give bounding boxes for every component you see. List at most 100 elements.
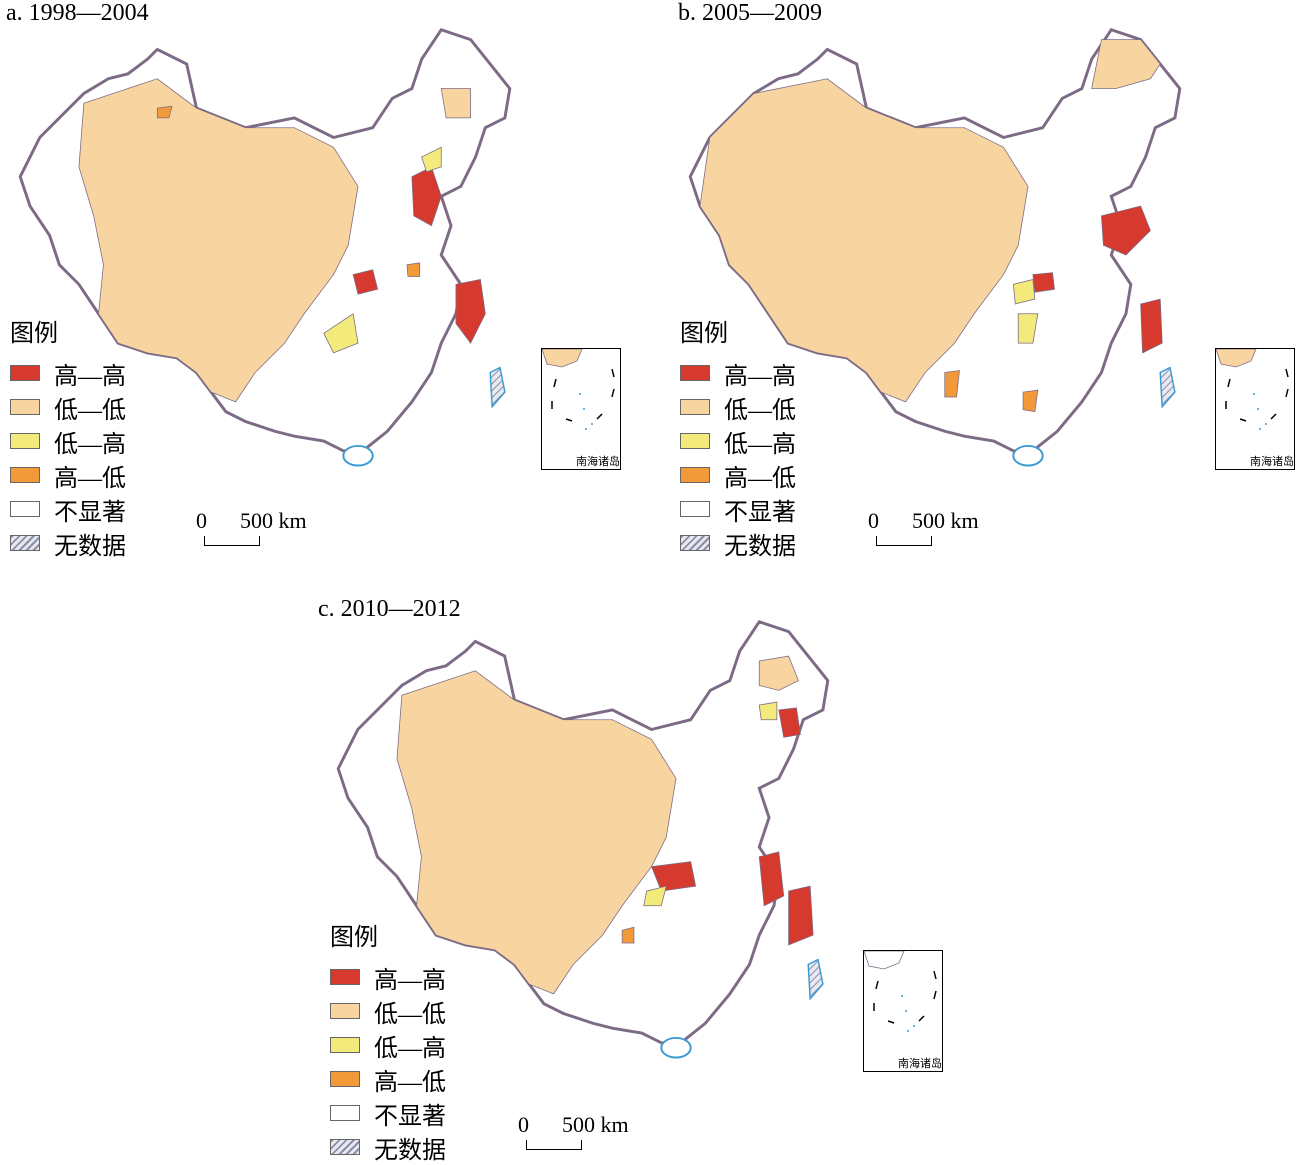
swatch — [330, 1139, 360, 1155]
scale-line — [204, 536, 260, 546]
legend-label: 无数据 — [374, 1137, 446, 1164]
legend-label: 高—低 — [54, 465, 126, 492]
scale-distance: 500 km — [562, 1112, 629, 1137]
taiwan — [1159, 366, 1176, 409]
region-low-low — [396, 670, 677, 995]
scale-distance: 500 km — [912, 508, 979, 533]
region-low-high — [758, 701, 778, 721]
inset-label: 南海诸岛 — [1250, 455, 1294, 468]
legend-label: 高—低 — [374, 1069, 446, 1096]
region-high-high — [352, 269, 379, 295]
hainan — [1012, 444, 1044, 467]
swatch — [10, 399, 40, 415]
swatch — [680, 501, 710, 517]
region-high-high — [778, 707, 801, 738]
south-china-sea-inset: 南海诸岛 — [1215, 348, 1295, 470]
region-low-low — [78, 78, 359, 403]
panel-title: c. 2010—2012 — [318, 596, 461, 622]
panel-title: a. 1998—2004 — [6, 0, 149, 26]
legend-label: 高—低 — [724, 465, 796, 492]
swatch — [10, 467, 40, 483]
region-high-high — [650, 861, 697, 892]
region-high-low — [621, 926, 635, 944]
swatch — [680, 433, 710, 449]
swatch — [10, 501, 40, 517]
panel-c: c. 2010—2012 图例 高—高 低—低 低—高 高—低 不显著 无数据 … — [318, 592, 998, 1164]
swatch — [10, 433, 40, 449]
legend-title: 图例 — [10, 321, 58, 347]
legend-item-no-data: 无数据 — [10, 526, 126, 560]
taiwan — [807, 958, 824, 1001]
swatch — [330, 1003, 360, 1019]
panel-title: b. 2005—2009 — [678, 0, 822, 26]
region-high-high — [788, 885, 814, 946]
legend-label: 低—低 — [724, 397, 796, 424]
region-high-low — [1022, 389, 1039, 413]
region-low-high — [323, 313, 359, 354]
legend-item-low-high: 低—高 — [10, 424, 126, 458]
swatch — [680, 467, 710, 483]
region-high-high — [1032, 272, 1055, 293]
swatch — [10, 365, 40, 381]
region-low-high — [1012, 278, 1036, 305]
region-low-low — [440, 88, 472, 119]
legend-item-low-low: 低—低 — [10, 390, 126, 424]
legend-title: 图例 — [330, 925, 378, 951]
scale-zero: 0 — [518, 1112, 529, 1137]
legend-label: 低—高 — [54, 431, 126, 458]
swatch — [330, 1037, 360, 1053]
legend-label: 低—高 — [374, 1035, 446, 1062]
region-high-low — [156, 105, 173, 119]
legend-label: 高—高 — [54, 363, 126, 390]
legend-label: 低—低 — [374, 1001, 446, 1028]
region-low-high — [421, 146, 442, 173]
region-low-low — [699, 78, 1029, 403]
legend-label: 无数据 — [54, 533, 126, 560]
legend-item-high-high: 高—高 — [330, 960, 446, 994]
inset-label: 南海诸岛 — [898, 1057, 942, 1070]
legend-label: 不显著 — [374, 1103, 446, 1130]
swatch — [330, 1071, 360, 1087]
hainan — [342, 444, 374, 467]
region-high-low — [944, 370, 960, 398]
legend-title: 图例 — [680, 321, 728, 347]
scale-zero: 0 — [868, 508, 879, 533]
scale-line — [876, 536, 932, 546]
legend-item-not-significant: 不显著 — [680, 492, 796, 526]
region-low-high — [643, 885, 667, 907]
china-map — [0, 20, 530, 467]
region-high-high — [758, 851, 785, 907]
legend-label: 低—高 — [724, 431, 796, 458]
south-china-sea-inset: 南海诸岛 — [541, 348, 621, 470]
swatch — [680, 399, 710, 415]
region-high-high — [1140, 298, 1163, 354]
swatch — [330, 1105, 360, 1121]
inset-map — [863, 950, 937, 1032]
legend: 图例 高—高 低—低 低—高 高—低 不显著 无数据 — [680, 318, 796, 560]
south-china-sea-inset: 南海诸岛 — [863, 950, 943, 1072]
inset-map — [541, 348, 615, 430]
region-high-low — [406, 262, 421, 277]
legend-label: 无数据 — [724, 533, 796, 560]
legend-label: 不显著 — [54, 499, 126, 526]
legend-item-low-high: 低—高 — [330, 1028, 446, 1062]
legend-item-not-significant: 不显著 — [10, 492, 126, 526]
scale-zero: 0 — [196, 508, 207, 533]
legend: 图例 高—高 低—低 低—高 高—低 不显著 无数据 — [330, 922, 446, 1164]
legend-item-high-low: 高—低 — [680, 458, 796, 492]
legend-label: 低—低 — [54, 397, 126, 424]
legend-item-high-low: 高—低 — [10, 458, 126, 492]
region-low-low — [1091, 39, 1161, 89]
legend-label: 高—高 — [374, 967, 446, 994]
inset-label: 南海诸岛 — [576, 455, 620, 468]
region-high-high — [455, 279, 486, 344]
panel-a: a. 1998—2004 图例 高—高 低—低 低—高 高—低 不显著 无数据 — [0, 0, 650, 580]
inset-map — [1215, 348, 1289, 430]
scale-distance: 500 km — [240, 508, 307, 533]
swatch — [680, 365, 710, 381]
legend-item-high-high: 高—高 — [680, 356, 796, 390]
legend-item-no-data: 无数据 — [680, 526, 796, 560]
legend-item-not-significant: 不显著 — [330, 1096, 446, 1130]
scale-line — [526, 1140, 582, 1150]
legend-item-low-low: 低—低 — [330, 994, 446, 1028]
